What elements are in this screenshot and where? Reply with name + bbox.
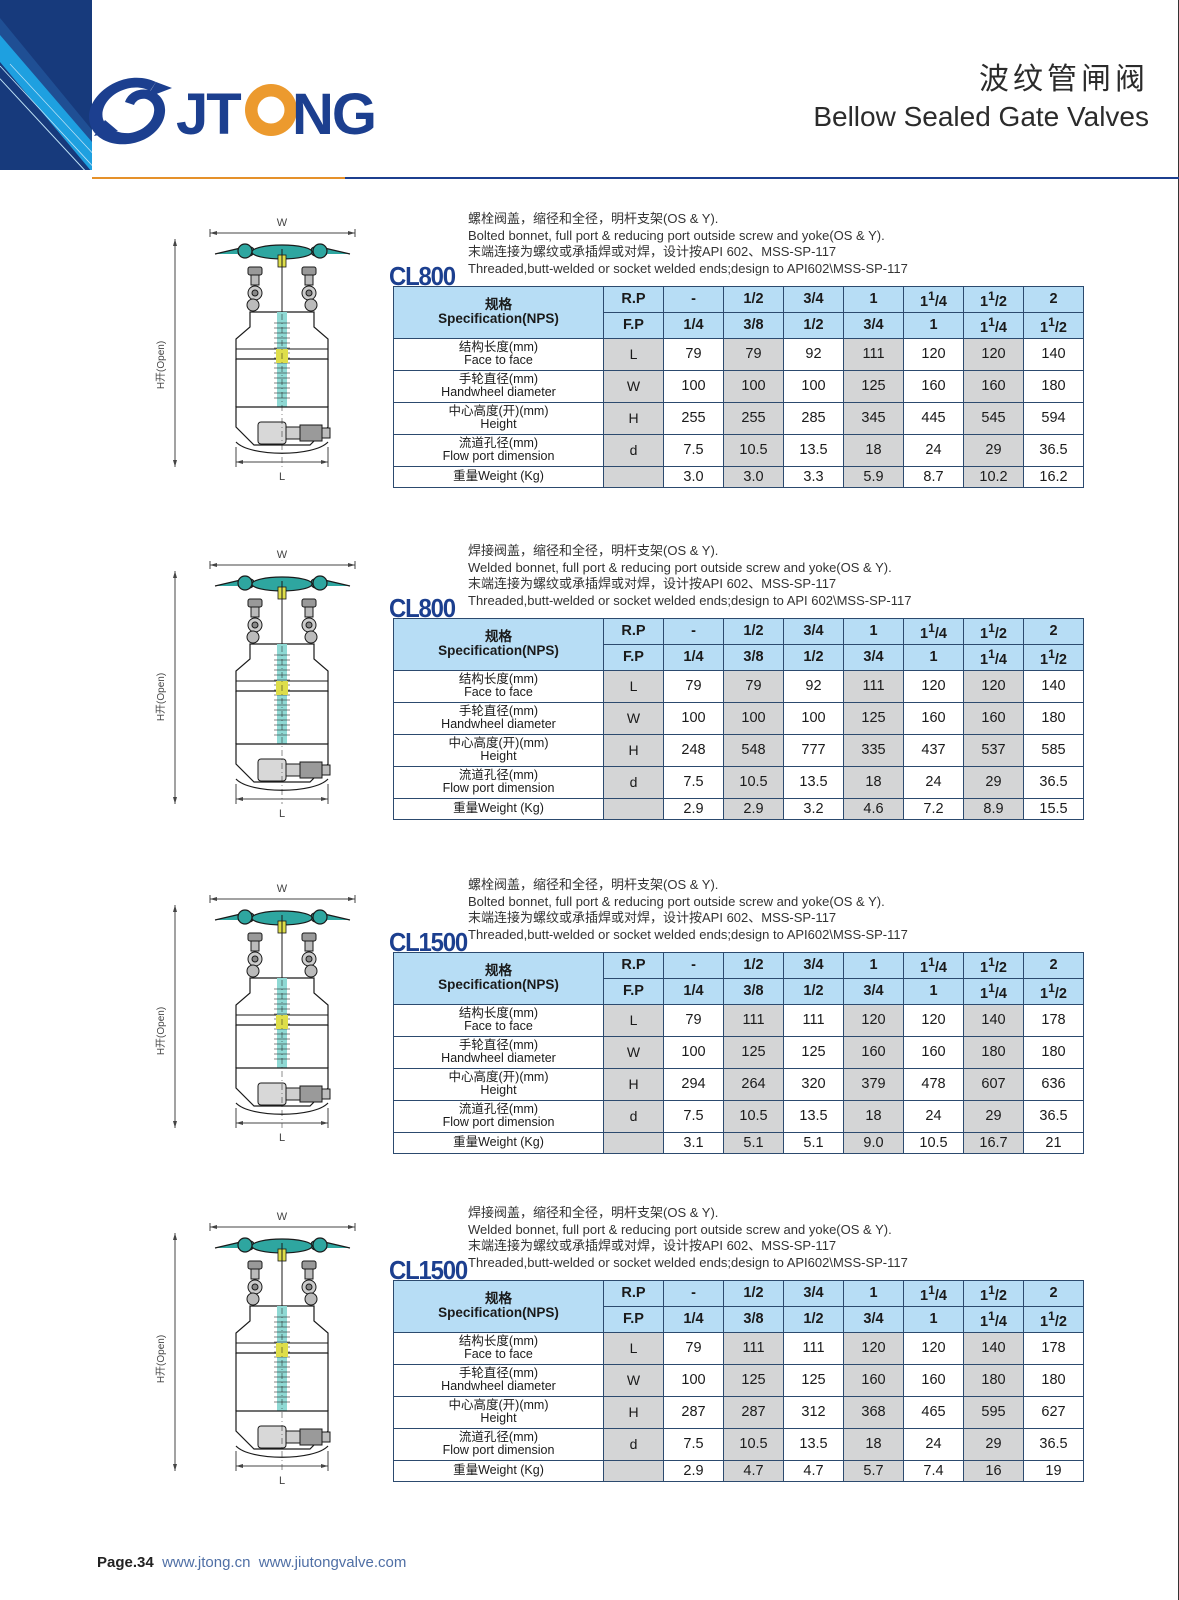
svg-text:H开(Open): H开(Open) <box>156 673 167 721</box>
svg-text:W: W <box>277 1211 288 1223</box>
svg-text:W: W <box>277 217 288 229</box>
svg-text:JT: JT <box>176 82 241 147</box>
svg-text:L: L <box>279 808 285 820</box>
svg-text:L: L <box>279 471 285 483</box>
svg-text:H开(Open): H开(Open) <box>156 341 167 389</box>
svg-text:L: L <box>279 1475 285 1487</box>
svg-text:H开(Open): H开(Open) <box>156 1335 167 1383</box>
svg-text:W: W <box>277 883 288 895</box>
svg-text:NG: NG <box>292 82 375 147</box>
svg-text:W: W <box>277 549 288 561</box>
svg-text:H开(Open): H开(Open) <box>156 1007 167 1055</box>
svg-text:L: L <box>279 1132 285 1144</box>
